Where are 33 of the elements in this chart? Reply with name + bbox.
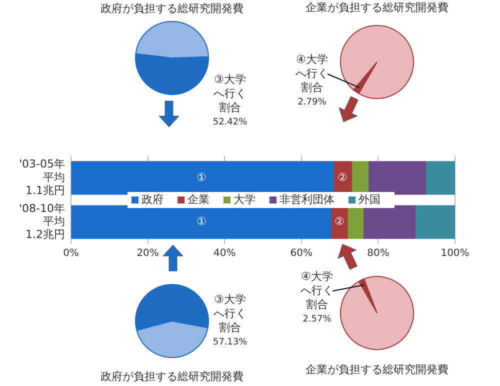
- legend-label: 非営利団体: [280, 192, 334, 206]
- text: 企業が負担する総研究開発費: [306, 362, 448, 376]
- annotation: ①: [196, 170, 207, 184]
- x-tick-label: 20%: [136, 248, 159, 259]
- y-tick-label: '08-10年平均1.2兆円: [19, 202, 65, 242]
- slice-label: ③大学へ行く割合: [214, 72, 246, 114]
- bar: [414, 205, 455, 239]
- x-tick-label: 0%: [63, 248, 79, 259]
- bar: [368, 161, 426, 195]
- x-tick-label: 40%: [213, 248, 236, 259]
- data-label: 52.42%: [212, 117, 248, 128]
- legend-label: 企業: [188, 192, 210, 206]
- chart-title: 企業が負担する総研究開発費: [306, 0, 448, 14]
- slice-label: ④大学へ行く割合: [300, 270, 334, 311]
- slice-label: ③大学へ行く割合: [214, 292, 246, 334]
- data-label: 57.13%: [212, 337, 248, 348]
- legend-label: 政府: [142, 192, 164, 206]
- y-tick-label: '03-05年平均1.1兆円: [19, 158, 65, 197]
- legend-label: 大学: [234, 192, 256, 206]
- text: 政府が負担する総研究開発費: [100, 370, 244, 383]
- annotation: ②: [338, 170, 348, 184]
- legend-label: 外国: [358, 192, 380, 206]
- bar: [362, 205, 416, 239]
- chart-title: 政府が負担する総研究開発費: [100, 2, 244, 15]
- slice-label: ④大学へ行く割合: [296, 52, 328, 94]
- bar: [425, 161, 455, 195]
- data-label: 2.57%: [302, 314, 332, 324]
- x-tick-label: 100%: [440, 248, 470, 259]
- x-tick-label: 60%: [290, 248, 313, 259]
- annotation: ①: [196, 214, 207, 228]
- data-label: 2.79%: [298, 97, 327, 108]
- x-tick-label: 80%: [367, 248, 390, 259]
- annotation: ②: [334, 214, 344, 228]
